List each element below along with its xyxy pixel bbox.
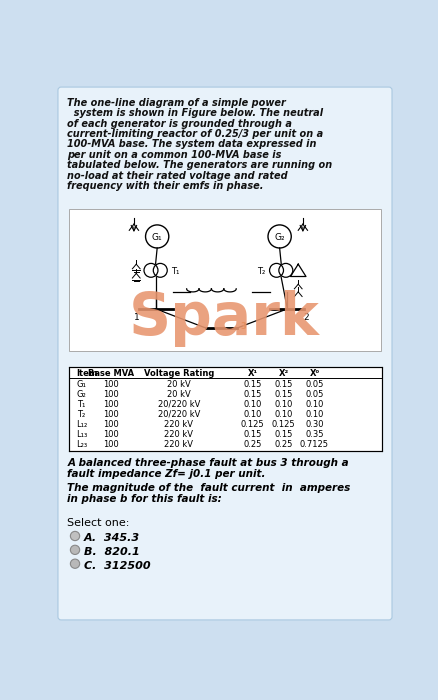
- Text: Base MVA: Base MVA: [88, 369, 134, 378]
- Text: 20 kV: 20 kV: [166, 379, 191, 389]
- Circle shape: [70, 531, 79, 540]
- Text: 0.10: 0.10: [304, 400, 323, 409]
- Text: 0.35: 0.35: [304, 430, 323, 439]
- Text: 0.15: 0.15: [243, 390, 261, 399]
- Circle shape: [70, 559, 79, 568]
- Text: 0.7125: 0.7125: [299, 440, 328, 449]
- Text: 100: 100: [102, 400, 118, 409]
- Text: 0.25: 0.25: [274, 440, 292, 449]
- Text: system is shown in Figure below. The neutral: system is shown in Figure below. The neu…: [67, 108, 323, 118]
- Text: 0.10: 0.10: [243, 400, 261, 409]
- Text: The one-line diagram of a simple power: The one-line diagram of a simple power: [67, 98, 286, 108]
- Text: G₂: G₂: [274, 232, 284, 241]
- Text: 0.15: 0.15: [274, 390, 292, 399]
- Text: 0.15: 0.15: [274, 379, 292, 389]
- Text: T₁: T₁: [171, 267, 179, 276]
- Text: Select one:: Select one:: [67, 518, 129, 528]
- Text: L₁₃: L₁₃: [76, 430, 88, 439]
- Text: tabulated below. The generators are running on: tabulated below. The generators are runn…: [67, 160, 332, 170]
- Text: A.  345.3: A. 345.3: [83, 533, 139, 543]
- Text: 0.10: 0.10: [304, 410, 323, 419]
- FancyBboxPatch shape: [69, 209, 380, 351]
- Text: of each generator is grounded through a: of each generator is grounded through a: [67, 118, 292, 129]
- Text: X⁰: X⁰: [309, 369, 319, 378]
- Text: C.  312500: C. 312500: [83, 561, 150, 570]
- Text: 0.30: 0.30: [304, 420, 323, 428]
- Text: 0.125: 0.125: [240, 420, 264, 428]
- FancyBboxPatch shape: [58, 87, 391, 620]
- Text: T₂: T₂: [257, 267, 265, 276]
- Text: The magnitude of the  fault current  in  amperes: The magnitude of the fault current in am…: [67, 483, 350, 493]
- Text: 220 kV: 220 kV: [164, 420, 193, 428]
- Text: 100: 100: [102, 420, 118, 428]
- Text: 220 kV: 220 kV: [164, 430, 193, 439]
- Text: 0.15: 0.15: [274, 430, 292, 439]
- Text: in phase b for this fault is:: in phase b for this fault is:: [67, 494, 222, 503]
- Text: G₂: G₂: [76, 390, 86, 399]
- Text: T₁: T₁: [76, 400, 85, 409]
- Text: current-limiting reactor of 0.25/3 per unit on a: current-limiting reactor of 0.25/3 per u…: [67, 129, 323, 139]
- Text: G₁: G₁: [152, 232, 162, 241]
- Text: no-load at their rated voltage and rated: no-load at their rated voltage and rated: [67, 171, 287, 181]
- Text: per unit on a common 100-MVA base is: per unit on a common 100-MVA base is: [67, 150, 281, 160]
- Text: 2: 2: [303, 314, 308, 323]
- Text: L₁₂: L₁₂: [76, 420, 88, 428]
- Text: 0.05: 0.05: [304, 379, 323, 389]
- Text: 20 kV: 20 kV: [166, 390, 191, 399]
- Text: G₁: G₁: [76, 379, 86, 389]
- Text: B.  820.1: B. 820.1: [83, 547, 139, 556]
- Text: 1: 1: [134, 314, 140, 323]
- Text: 0.15: 0.15: [243, 379, 261, 389]
- Text: 0.10: 0.10: [243, 410, 261, 419]
- Text: 100: 100: [102, 410, 118, 419]
- Text: A balanced three-phase fault at bus 3 through a: A balanced three-phase fault at bus 3 th…: [67, 458, 348, 468]
- Text: 20/220 kV: 20/220 kV: [157, 410, 200, 419]
- Text: frequency with their emfs in phase.: frequency with their emfs in phase.: [67, 181, 263, 191]
- Text: Item: Item: [76, 369, 98, 378]
- Text: 0.125: 0.125: [271, 420, 295, 428]
- Text: Voltage Rating: Voltage Rating: [143, 369, 214, 378]
- FancyBboxPatch shape: [69, 368, 381, 451]
- Text: 100: 100: [102, 379, 118, 389]
- Text: 220 kV: 220 kV: [164, 440, 193, 449]
- Text: 100: 100: [102, 430, 118, 439]
- Text: Spark: Spark: [129, 290, 319, 347]
- Text: X²: X²: [278, 369, 288, 378]
- Text: 0.10: 0.10: [274, 400, 292, 409]
- Text: 0.15: 0.15: [243, 430, 261, 439]
- Text: 100: 100: [102, 390, 118, 399]
- Text: 20/220 kV: 20/220 kV: [157, 400, 200, 409]
- Circle shape: [70, 545, 79, 554]
- Text: 0.05: 0.05: [304, 390, 323, 399]
- Text: 3: 3: [240, 322, 246, 331]
- Text: T₂: T₂: [76, 410, 85, 419]
- Text: L₂₃: L₂₃: [76, 440, 88, 449]
- Text: 100: 100: [102, 440, 118, 449]
- Text: 0.10: 0.10: [274, 410, 292, 419]
- Text: 0.25: 0.25: [243, 440, 261, 449]
- Text: fault impedance Zf= j0.1 per unit.: fault impedance Zf= j0.1 per unit.: [67, 469, 265, 479]
- Text: 100-MVA base. The system data expressed in: 100-MVA base. The system data expressed …: [67, 139, 316, 149]
- Text: X¹: X¹: [247, 369, 257, 378]
